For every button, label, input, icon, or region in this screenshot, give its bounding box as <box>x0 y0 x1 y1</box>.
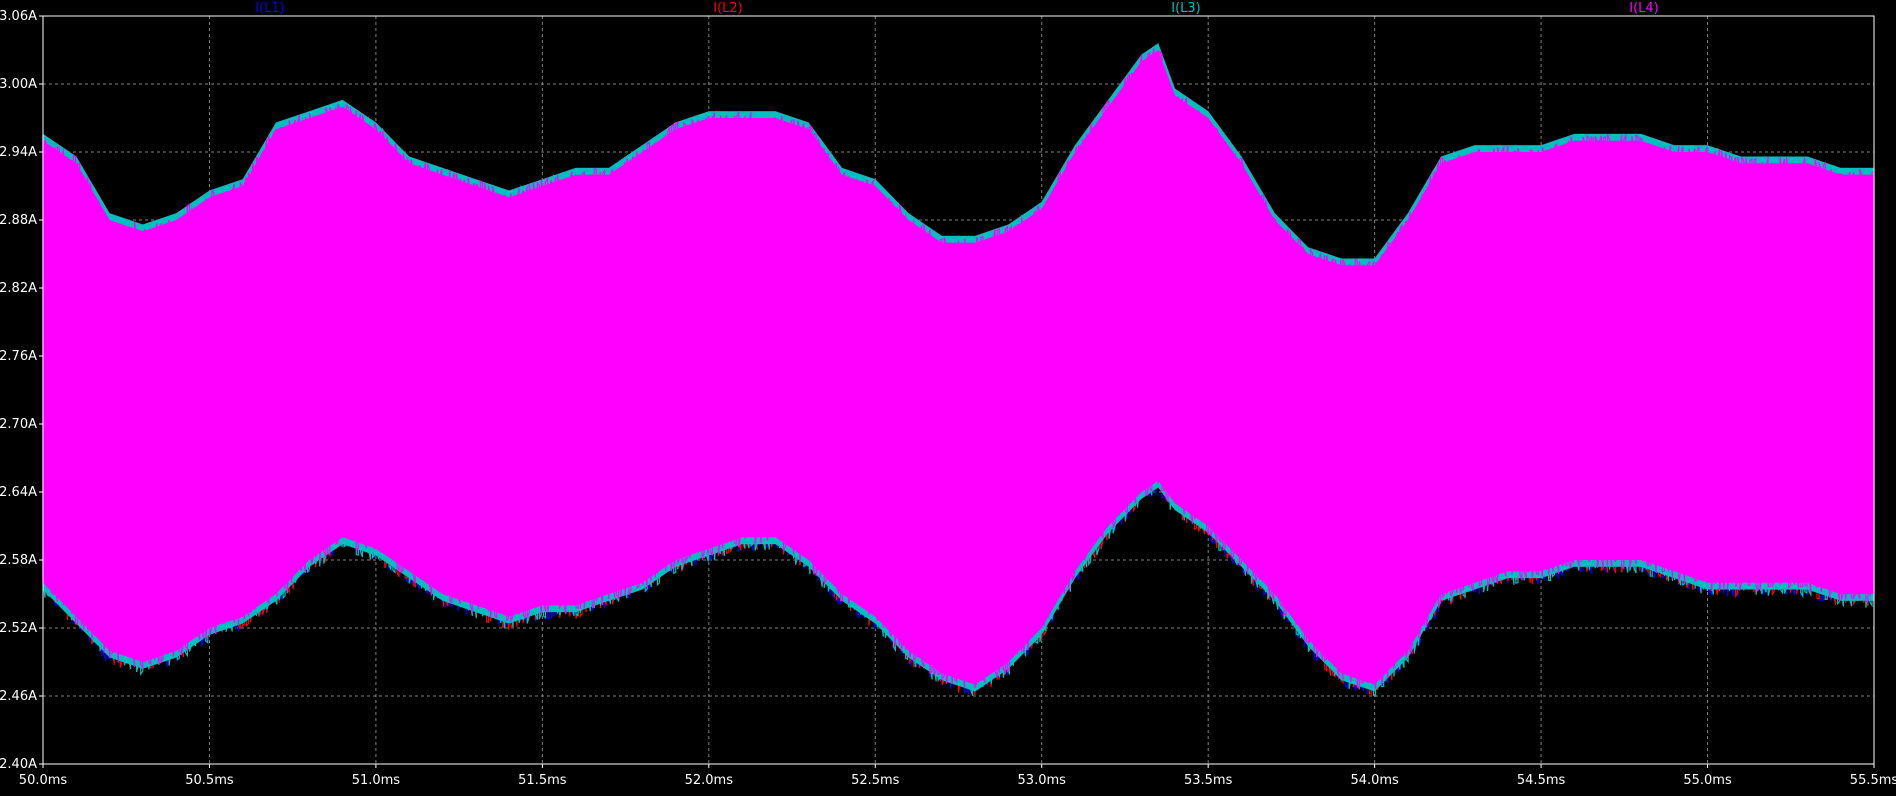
y-tick-label: 2.94A <box>0 145 37 160</box>
x-tick-label: 54.0ms <box>1350 773 1399 788</box>
y-tick-label: 2.58A <box>0 553 37 568</box>
x-tick-label: 51.5ms <box>518 773 567 788</box>
y-tick-label: 3.06A <box>0 9 37 24</box>
legend-entry-il3[interactable]: I(L3) <box>1171 1 1201 16</box>
trace-il4 <box>42 48 1875 690</box>
y-tick-label: 2.82A <box>0 281 37 296</box>
y-tick-label: 2.76A <box>0 349 37 364</box>
x-tick-label: 54.5ms <box>1517 773 1566 788</box>
x-tick-label: 53.5ms <box>1184 773 1233 788</box>
y-axis: 3.06A 3.00A 2.94A 2.88A 2.82A 2.76A 2.70A 2.64A… <box>0 9 43 772</box>
y-tick-label: 2.88A <box>0 213 37 228</box>
x-tick-label: 52.5ms <box>851 773 900 788</box>
y-tick-label: 2.40A <box>0 757 37 772</box>
y-tick-label: 3.00A <box>0 77 37 92</box>
x-tick-label: 52.0ms <box>685 773 734 788</box>
legend-entry-il2[interactable]: I(L2) <box>713 1 743 16</box>
x-tick-label: 51.0ms <box>352 773 401 788</box>
x-tick-label: 55.0ms <box>1683 773 1732 788</box>
y-tick-label: 2.52A <box>0 621 37 636</box>
x-tick-label: 55.5ms <box>1850 773 1896 788</box>
x-tick-label: 50.0ms <box>19 773 68 788</box>
y-tick-label: 2.46A <box>0 689 37 704</box>
x-axis: 50.0ms 50.5ms 51.0ms 51.5ms 52.0ms 52.5ms 53.0… <box>19 764 1896 788</box>
x-tick-label: 50.5ms <box>185 773 234 788</box>
y-tick-label: 2.70A <box>0 417 37 432</box>
y-tick-label: 2.64A <box>0 485 37 500</box>
trace-area <box>42 43 1875 697</box>
plot-frame <box>42 15 1875 765</box>
legend[interactable]: I(L1) I(L2) I(L3) I(L4) <box>255 1 1659 16</box>
legend-entry-il1[interactable]: I(L1) <box>255 1 285 16</box>
legend-entry-il4[interactable]: I(L4) <box>1629 1 1659 16</box>
x-tick-label: 53.0ms <box>1018 773 1067 788</box>
